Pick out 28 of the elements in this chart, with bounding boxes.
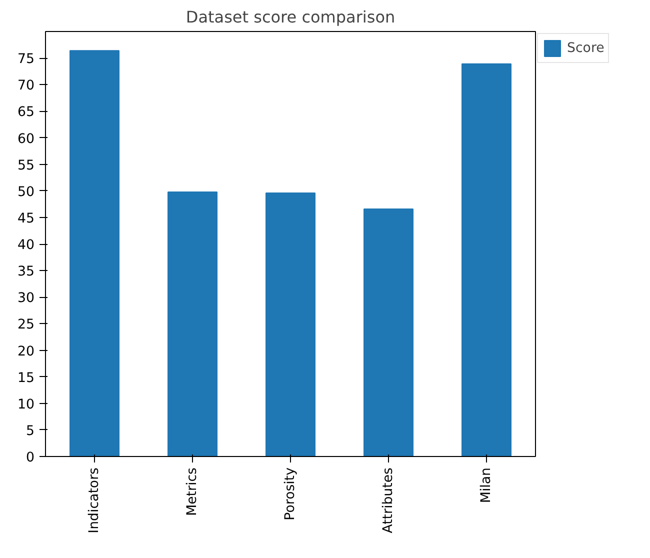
- y-tick-label: 45: [18, 211, 35, 226]
- y-tick-label: 20: [18, 344, 35, 360]
- x-tick-label: Attributes: [381, 467, 396, 534]
- y-tick-label: 70: [18, 78, 35, 94]
- bar: [70, 50, 120, 456]
- y-tick-label: 55: [18, 158, 35, 174]
- bar: [462, 63, 512, 456]
- y-tick-label: 75: [18, 52, 35, 68]
- x-tick-label: Milan: [479, 467, 494, 504]
- x-tick-label: Porosity: [283, 467, 298, 520]
- y-tick-label: 10: [18, 397, 35, 412]
- x-tick-label: Indicators: [87, 467, 102, 534]
- y-tick-label: 40: [18, 238, 35, 253]
- y-tick-label: 30: [18, 291, 35, 306]
- chart-title: Dataset score comparison: [186, 8, 396, 26]
- y-tick-label: 60: [18, 132, 35, 147]
- bar: [168, 191, 218, 456]
- bar: [266, 192, 316, 456]
- y-tick-label: 0: [26, 450, 35, 466]
- y-tick-label: 50: [18, 184, 35, 200]
- legend-label: Score: [567, 40, 604, 56]
- y-tick-label: 35: [18, 264, 35, 280]
- bar: [364, 208, 414, 456]
- x-tick-label: Metrics: [185, 467, 200, 516]
- y-tick-label: 25: [18, 318, 35, 333]
- y-tick-label: 5: [26, 424, 35, 439]
- y-tick-label: 15: [18, 370, 35, 386]
- y-tick-label: 65: [18, 105, 35, 120]
